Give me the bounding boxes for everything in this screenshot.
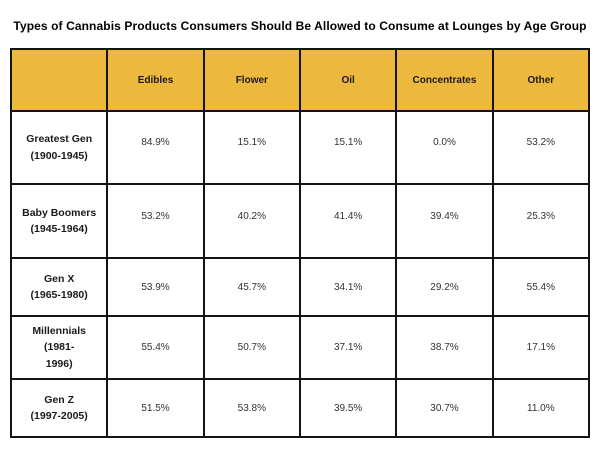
table-row-greatest-gen: Greatest Gen (1900-1945) 84.9% 15.1% 15.…	[9, 110, 591, 185]
row-header: Gen Z (1997-2005)	[9, 378, 109, 438]
row-label-line1: Gen X	[43, 272, 75, 285]
column-header-flower: Flower	[202, 48, 301, 112]
table-row-baby-boomers: Baby Boomers (1945-1964) 53.2% 40.2% 41.…	[9, 183, 591, 259]
cell-value: 39.4%	[395, 183, 494, 259]
row-label-line2: (1997-2005)	[30, 410, 88, 422]
cell-value: 34.1%	[298, 257, 398, 317]
cell-value: 15.1%	[202, 110, 301, 185]
row-header: Gen X (1965-1980)	[9, 257, 109, 317]
cell-value: 37.1%	[298, 315, 398, 380]
cell-value: 53.2%	[491, 110, 591, 185]
row-label-line1: Greatest Gen	[26, 133, 93, 146]
cell-value: 53.8%	[202, 378, 301, 438]
row-header: Greatest Gen (1900-1945)	[9, 110, 109, 185]
row-label-line1: Millennials (1981-	[32, 325, 86, 354]
column-header-other: Other	[491, 48, 591, 112]
cell-value: 55.4%	[491, 257, 591, 317]
table-row-gen-x: Gen X (1965-1980) 53.9% 45.7% 34.1% 29.2…	[9, 257, 591, 317]
cell-value: 15.1%	[298, 110, 398, 185]
cell-value: 53.9%	[106, 257, 205, 317]
row-label-line1: Gen Z	[44, 393, 75, 406]
cell-value: 45.7%	[202, 257, 301, 317]
cell-value: 11.0%	[491, 378, 591, 438]
cannabis-products-table: Edibles Flower Oil Concentrates Other Gr…	[9, 48, 591, 438]
cell-value: 41.4%	[298, 183, 398, 259]
column-header-oil: Oil	[298, 48, 398, 112]
page-title: Types of Cannabis Products Consumers Sho…	[13, 19, 587, 33]
cell-value: 51.5%	[106, 378, 205, 438]
corner-cell	[9, 48, 109, 112]
row-label-line2: 1996)	[45, 357, 73, 370]
cell-value: 40.2%	[202, 183, 301, 259]
table-row-gen-z: Gen Z (1997-2005) 51.5% 53.8% 39.5% 30.7…	[9, 378, 591, 438]
row-header: Baby Boomers (1945-1964)	[9, 183, 109, 259]
column-header-edibles: Edibles	[106, 48, 205, 112]
cell-value: 38.7%	[395, 315, 494, 380]
cell-value: 50.7%	[202, 315, 301, 380]
column-header-concentrates: Concentrates	[395, 48, 494, 112]
cell-value: 29.2%	[395, 257, 494, 317]
cell-value: 39.5%	[298, 378, 398, 438]
cell-value: 17.1%	[491, 315, 591, 380]
cell-value: 30.7%	[395, 378, 494, 438]
row-header: Millennials (1981- 1996)	[9, 315, 109, 380]
cell-value: 55.4%	[106, 315, 205, 380]
cell-value: 84.9%	[106, 110, 205, 185]
row-label-line2: (1965-1980)	[30, 289, 88, 301]
cell-value: 53.2%	[106, 183, 205, 259]
row-label-line1: Baby Boomers	[22, 206, 97, 219]
cell-value: 25.3%	[491, 183, 591, 259]
row-label-line2: (1945-1964)	[30, 223, 88, 235]
table-row-millennials: Millennials (1981- 1996) 55.4% 50.7% 37.…	[9, 315, 591, 380]
row-label-line2: (1900-1945)	[30, 149, 88, 162]
cell-value: 0.0%	[395, 110, 494, 185]
table-header-row: Edibles Flower Oil Concentrates Other	[9, 48, 591, 112]
